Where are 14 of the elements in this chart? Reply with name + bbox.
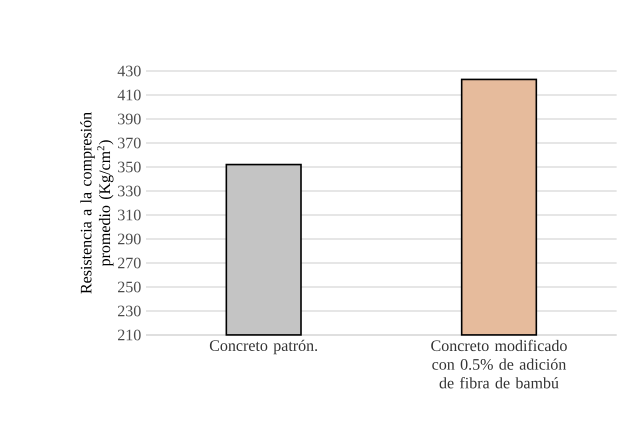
y-tick-label: 430 [118, 66, 141, 76]
y-tick-label: 310 [118, 210, 141, 220]
y-tick-label: 390 [118, 114, 141, 124]
y-tick-label: 290 [118, 234, 141, 244]
y-tick-label: 230 [118, 306, 141, 316]
y-tick-label: 330 [118, 186, 141, 196]
y-tick-label: 370 [118, 138, 141, 148]
y-tick-label: 270 [118, 258, 141, 268]
y-tick-label: 350 [118, 162, 141, 172]
x-tick-label: Concreto modificado con 0.5% de adición de fibra de bambú [431, 340, 567, 388]
y-tick-label: 410 [118, 90, 141, 100]
x-tick-label: Concreto patrón. [210, 340, 318, 354]
y-tick-label: 250 [118, 282, 141, 292]
y-tick-label: 210 [118, 330, 141, 340]
